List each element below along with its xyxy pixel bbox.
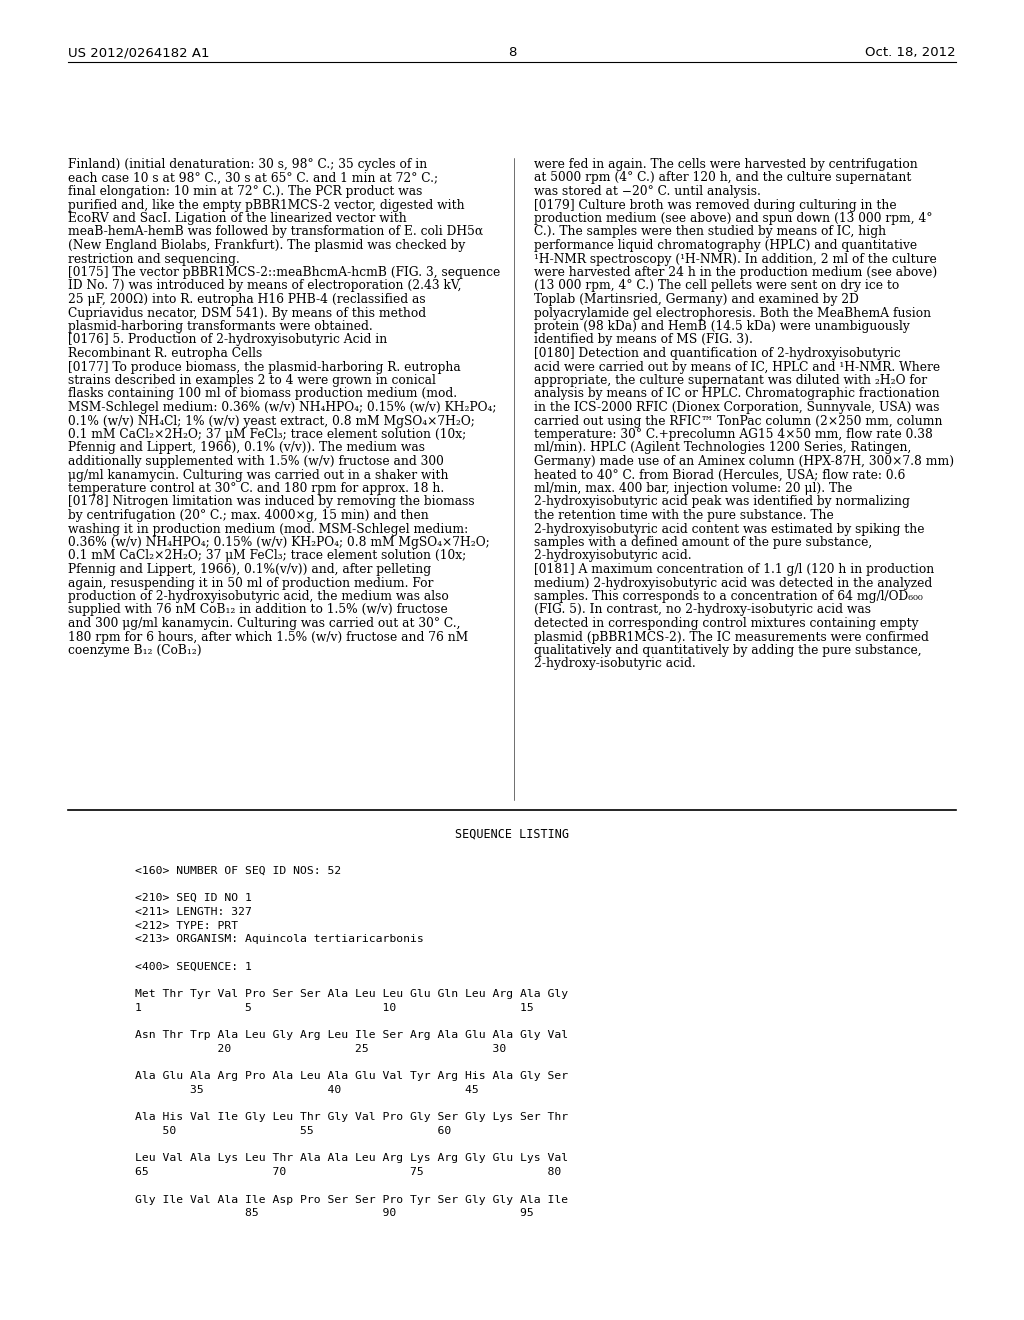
Text: 0.1 mM CaCl₂×2H₂O; 37 μM FeCl₃; trace element solution (10x;: 0.1 mM CaCl₂×2H₂O; 37 μM FeCl₃; trace el… xyxy=(68,549,466,562)
Text: protein (98 kDa) and HemB (14.5 kDa) were unambiguously: protein (98 kDa) and HemB (14.5 kDa) wer… xyxy=(534,319,909,333)
Text: [0180] Detection and quantification of 2-hydroxyisobutyric: [0180] Detection and quantification of 2… xyxy=(534,347,901,360)
Text: and 300 μg/ml kanamycin. Culturing was carried out at 30° C.,: and 300 μg/ml kanamycin. Culturing was c… xyxy=(68,616,461,630)
Text: SEQUENCE LISTING: SEQUENCE LISTING xyxy=(455,828,569,841)
Text: Asn Thr Trp Ala Leu Gly Arg Leu Ile Ser Arg Ala Glu Ala Gly Val: Asn Thr Trp Ala Leu Gly Arg Leu Ile Ser … xyxy=(135,1030,568,1040)
Text: final elongation: 10 min at 72° C.). The PCR product was: final elongation: 10 min at 72° C.). The… xyxy=(68,185,422,198)
Text: appropriate, the culture supernatant was diluted with ₂H₂O for: appropriate, the culture supernatant was… xyxy=(534,374,927,387)
Text: Oct. 18, 2012: Oct. 18, 2012 xyxy=(865,46,956,59)
Text: [0177] To produce biomass, the plasmid-harboring R. eutropha: [0177] To produce biomass, the plasmid-h… xyxy=(68,360,461,374)
Text: Pfennig and Lippert, 1966), 0.1% (v/v)). The medium was: Pfennig and Lippert, 1966), 0.1% (v/v)).… xyxy=(68,441,425,454)
Text: carried out using the RFIC™ TonPac column (2×250 mm, column: carried out using the RFIC™ TonPac colum… xyxy=(534,414,942,428)
Text: <400> SEQUENCE: 1: <400> SEQUENCE: 1 xyxy=(135,961,252,972)
Text: MSM-Schlegel medium: 0.36% (w/v) NH₄HPO₄; 0.15% (w/v) KH₂PO₄;: MSM-Schlegel medium: 0.36% (w/v) NH₄HPO₄… xyxy=(68,401,497,414)
Text: 0.36% (w/v) NH₄HPO₄; 0.15% (w/v) KH₂PO₄; 0.8 mM MgSO₄×7H₂O;: 0.36% (w/v) NH₄HPO₄; 0.15% (w/v) KH₂PO₄;… xyxy=(68,536,489,549)
Text: production of 2-hydroxyisobutyric acid, the medium was also: production of 2-hydroxyisobutyric acid, … xyxy=(68,590,449,603)
Text: C.). The samples were then studied by means of IC, high: C.). The samples were then studied by me… xyxy=(534,226,886,239)
Text: <210> SEQ ID NO 1: <210> SEQ ID NO 1 xyxy=(135,894,252,903)
Text: temperature: 30° C.+precolumn AG15 4×50 mm, flow rate 0.38: temperature: 30° C.+precolumn AG15 4×50 … xyxy=(534,428,933,441)
Text: [0178] Nitrogen limitation was induced by removing the biomass: [0178] Nitrogen limitation was induced b… xyxy=(68,495,475,508)
Text: analysis by means of IC or HPLC. Chromatographic fractionation: analysis by means of IC or HPLC. Chromat… xyxy=(534,388,940,400)
Text: temperature control at 30° C. and 180 rpm for approx. 18 h.: temperature control at 30° C. and 180 rp… xyxy=(68,482,444,495)
Text: 20                  25                  30: 20 25 30 xyxy=(135,1044,506,1053)
Text: 50                  55                  60: 50 55 60 xyxy=(135,1126,452,1137)
Text: Leu Val Ala Lys Leu Thr Ala Ala Leu Arg Lys Arg Gly Glu Lys Val: Leu Val Ala Lys Leu Thr Ala Ala Leu Arg … xyxy=(135,1154,568,1163)
Text: medium) 2-hydroxyisobutyric acid was detected in the analyzed: medium) 2-hydroxyisobutyric acid was det… xyxy=(534,577,932,590)
Text: [0181] A maximum concentration of 1.1 g/l (120 h in production: [0181] A maximum concentration of 1.1 g/… xyxy=(534,564,934,576)
Text: strains described in examples 2 to 4 were grown in conical: strains described in examples 2 to 4 wer… xyxy=(68,374,436,387)
Text: qualitatively and quantitatively by adding the pure substance,: qualitatively and quantitatively by addi… xyxy=(534,644,922,657)
Text: <212> TYPE: PRT: <212> TYPE: PRT xyxy=(135,920,239,931)
Text: [0176] 5. Production of 2-hydroxyisobutyric Acid in: [0176] 5. Production of 2-hydroxyisobuty… xyxy=(68,334,387,346)
Text: 0.1 mM CaCl₂×2H₂O; 37 μM FeCl₃; trace element solution (10x;: 0.1 mM CaCl₂×2H₂O; 37 μM FeCl₃; trace el… xyxy=(68,428,466,441)
Text: <213> ORGANISM: Aquincola tertiaricarbonis: <213> ORGANISM: Aquincola tertiaricarbon… xyxy=(135,935,424,944)
Text: US 2012/0264182 A1: US 2012/0264182 A1 xyxy=(68,46,210,59)
Text: 1               5                   10                  15: 1 5 10 15 xyxy=(135,1003,534,1012)
Text: additionally supplemented with 1.5% (w/v) fructose and 300: additionally supplemented with 1.5% (w/v… xyxy=(68,455,443,469)
Text: restriction and sequencing.: restriction and sequencing. xyxy=(68,252,240,265)
Text: Germany) made use of an Aminex column (HPX-87H, 300×7.8 mm): Germany) made use of an Aminex column (H… xyxy=(534,455,954,469)
Text: samples. This corresponds to a concentration of 64 mg/l/OD₆₀₀: samples. This corresponds to a concentra… xyxy=(534,590,923,603)
Text: 85                  90                  95: 85 90 95 xyxy=(135,1208,534,1218)
Text: was stored at −20° C. until analysis.: was stored at −20° C. until analysis. xyxy=(534,185,761,198)
Text: in the ICS-2000 RFIC (Dionex Corporation, Sunnyvale, USA) was: in the ICS-2000 RFIC (Dionex Corporation… xyxy=(534,401,939,414)
Text: 8: 8 xyxy=(508,46,516,59)
Text: polyacrylamide gel electrophoresis. Both the MeaBhemA fusion: polyacrylamide gel electrophoresis. Both… xyxy=(534,306,931,319)
Text: [0179] Culture broth was removed during culturing in the: [0179] Culture broth was removed during … xyxy=(534,198,897,211)
Text: 65                  70                  75                  80: 65 70 75 80 xyxy=(135,1167,561,1177)
Text: Finland) (initial denaturation: 30 s, 98° C.; 35 cycles of in: Finland) (initial denaturation: 30 s, 98… xyxy=(68,158,427,172)
Text: meaB-hemA-hemB was followed by transformation of E. coli DH5α: meaB-hemA-hemB was followed by transform… xyxy=(68,226,483,239)
Text: ¹H-NMR spectroscopy (¹H-NMR). In addition, 2 ml of the culture: ¹H-NMR spectroscopy (¹H-NMR). In additio… xyxy=(534,252,937,265)
Text: Recombinant R. eutropha Cells: Recombinant R. eutropha Cells xyxy=(68,347,262,360)
Text: Ala His Val Ile Gly Leu Thr Gly Val Pro Gly Ser Gly Lys Ser Thr: Ala His Val Ile Gly Leu Thr Gly Val Pro … xyxy=(135,1113,568,1122)
Text: 2-hydroxyisobutyric acid peak was identified by normalizing: 2-hydroxyisobutyric acid peak was identi… xyxy=(534,495,910,508)
Text: plasmid (pBBR1MCS-2). The IC measurements were confirmed: plasmid (pBBR1MCS-2). The IC measurement… xyxy=(534,631,929,644)
Text: the retention time with the pure substance. The: the retention time with the pure substan… xyxy=(534,510,834,521)
Text: 2-hydroxyisobutyric acid content was estimated by spiking the: 2-hydroxyisobutyric acid content was est… xyxy=(534,523,925,536)
Text: acid were carried out by means of IC, HPLC and ¹H-NMR. Where: acid were carried out by means of IC, HP… xyxy=(534,360,940,374)
Text: Pfennig and Lippert, 1966), 0.1%(v/v)) and, after pelleting: Pfennig and Lippert, 1966), 0.1%(v/v)) a… xyxy=(68,564,431,576)
Text: EcoRV and SacI. Ligation of the linearized vector with: EcoRV and SacI. Ligation of the lineariz… xyxy=(68,213,407,224)
Text: <211> LENGTH: 327: <211> LENGTH: 327 xyxy=(135,907,252,917)
Text: 25 μF, 200Ω) into R. eutropha H16 PHB-4 (reclassified as: 25 μF, 200Ω) into R. eutropha H16 PHB-4 … xyxy=(68,293,426,306)
Text: 0.1% (w/v) NH₄Cl; 1% (w/v) yeast extract, 0.8 mM MgSO₄×7H₂O;: 0.1% (w/v) NH₄Cl; 1% (w/v) yeast extract… xyxy=(68,414,475,428)
Text: Cupriavidus necator, DSM 541). By means of this method: Cupriavidus necator, DSM 541). By means … xyxy=(68,306,426,319)
Text: performance liquid chromatography (HPLC) and quantitative: performance liquid chromatography (HPLC)… xyxy=(534,239,918,252)
Text: [0175] The vector pBBR1MCS-2::meaBhcmA-hcmB (FIG. 3, sequence: [0175] The vector pBBR1MCS-2::meaBhcmA-h… xyxy=(68,267,501,279)
Text: supplied with 76 nM CoB₁₂ in addition to 1.5% (w/v) fructose: supplied with 76 nM CoB₁₂ in addition to… xyxy=(68,603,447,616)
Text: samples with a defined amount of the pure substance,: samples with a defined amount of the pur… xyxy=(534,536,872,549)
Text: 2-hydroxyisobutyric acid.: 2-hydroxyisobutyric acid. xyxy=(534,549,691,562)
Text: Toplab (Martinsried, Germany) and examined by 2D: Toplab (Martinsried, Germany) and examin… xyxy=(534,293,859,306)
Text: by centrifugation (20° C.; max. 4000×g, 15 min) and then: by centrifugation (20° C.; max. 4000×g, … xyxy=(68,510,429,521)
Text: again, resuspending it in 50 ml of production medium. For: again, resuspending it in 50 ml of produ… xyxy=(68,577,433,590)
Text: <160> NUMBER OF SEQ ID NOS: 52: <160> NUMBER OF SEQ ID NOS: 52 xyxy=(135,866,341,875)
Text: production medium (see above) and spun down (13 000 rpm, 4°: production medium (see above) and spun d… xyxy=(534,213,933,224)
Text: purified and, like the empty pBBR1MCS-2 vector, digested with: purified and, like the empty pBBR1MCS-2 … xyxy=(68,198,465,211)
Text: Met Thr Tyr Val Pro Ser Ser Ala Leu Leu Glu Gln Leu Arg Ala Gly: Met Thr Tyr Val Pro Ser Ser Ala Leu Leu … xyxy=(135,989,568,999)
Text: Ala Glu Ala Arg Pro Ala Leu Ala Glu Val Tyr Arg His Ala Gly Ser: Ala Glu Ala Arg Pro Ala Leu Ala Glu Val … xyxy=(135,1072,568,1081)
Text: ml/min, max. 400 bar, injection volume: 20 μl). The: ml/min, max. 400 bar, injection volume: … xyxy=(534,482,852,495)
Text: heated to 40° C. from Biorad (Hercules, USA; flow rate: 0.6: heated to 40° C. from Biorad (Hercules, … xyxy=(534,469,905,482)
Text: (FIG. 5). In contrast, no 2-hydroxy-isobutyric acid was: (FIG. 5). In contrast, no 2-hydroxy-isob… xyxy=(534,603,871,616)
Text: were harvested after 24 h in the production medium (see above): were harvested after 24 h in the product… xyxy=(534,267,937,279)
Text: coenzyme B₁₂ (CoB₁₂): coenzyme B₁₂ (CoB₁₂) xyxy=(68,644,202,657)
Text: Gly Ile Val Ala Ile Asp Pro Ser Ser Pro Tyr Ser Gly Gly Ala Ile: Gly Ile Val Ala Ile Asp Pro Ser Ser Pro … xyxy=(135,1195,568,1205)
Text: flasks containing 100 ml of biomass production medium (mod.: flasks containing 100 ml of biomass prod… xyxy=(68,388,457,400)
Text: washing it in production medium (mod. MSM-Schlegel medium:: washing it in production medium (mod. MS… xyxy=(68,523,468,536)
Text: ml/min). HPLC (Agilent Technologies 1200 Series, Ratingen,: ml/min). HPLC (Agilent Technologies 1200… xyxy=(534,441,911,454)
Text: plasmid-harboring transformants were obtained.: plasmid-harboring transformants were obt… xyxy=(68,319,373,333)
Text: (New England Biolabs, Frankfurt). The plasmid was checked by: (New England Biolabs, Frankfurt). The pl… xyxy=(68,239,465,252)
Text: each case 10 s at 98° C., 30 s at 65° C. and 1 min at 72° C.;: each case 10 s at 98° C., 30 s at 65° C.… xyxy=(68,172,438,185)
Text: detected in corresponding control mixtures containing empty: detected in corresponding control mixtur… xyxy=(534,616,919,630)
Text: 2-hydroxy-isobutyric acid.: 2-hydroxy-isobutyric acid. xyxy=(534,657,695,671)
Text: at 5000 rpm (4° C.) after 120 h, and the culture supernatant: at 5000 rpm (4° C.) after 120 h, and the… xyxy=(534,172,911,185)
Text: were fed in again. The cells were harvested by centrifugation: were fed in again. The cells were harves… xyxy=(534,158,918,172)
Text: ID No. 7) was introduced by means of electroporation (2.43 kV,: ID No. 7) was introduced by means of ele… xyxy=(68,280,462,293)
Text: identified by means of MS (FIG. 3).: identified by means of MS (FIG. 3). xyxy=(534,334,753,346)
Text: (13 000 rpm, 4° C.) The cell pellets were sent on dry ice to: (13 000 rpm, 4° C.) The cell pellets wer… xyxy=(534,280,899,293)
Text: 180 rpm for 6 hours, after which 1.5% (w/v) fructose and 76 nM: 180 rpm for 6 hours, after which 1.5% (w… xyxy=(68,631,468,644)
Text: μg/ml kanamycin. Culturing was carried out in a shaker with: μg/ml kanamycin. Culturing was carried o… xyxy=(68,469,449,482)
Text: 35                  40                  45: 35 40 45 xyxy=(135,1085,479,1094)
